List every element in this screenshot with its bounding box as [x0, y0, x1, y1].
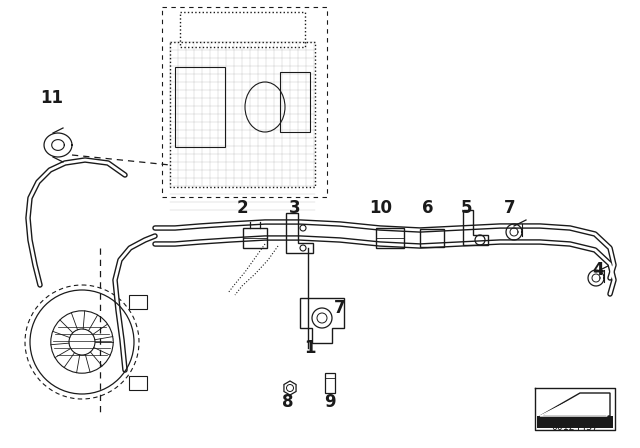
Text: 7: 7 [334, 299, 346, 317]
Bar [376, 228, 404, 248]
Bar [180, 12, 305, 47]
Bar [325, 373, 335, 393]
Bar [129, 295, 147, 309]
Bar [170, 42, 315, 187]
Text: 5: 5 [461, 199, 473, 217]
Bar [129, 376, 147, 390]
Text: 6: 6 [422, 199, 434, 217]
Text: 8: 8 [282, 393, 294, 411]
Text: 7: 7 [504, 199, 516, 217]
Bar [420, 229, 444, 247]
Text: 9: 9 [324, 393, 336, 411]
Text: 00124437: 00124437 [552, 422, 598, 432]
Bar [243, 228, 267, 248]
Text: 11: 11 [40, 89, 63, 107]
Text: 4: 4 [592, 261, 604, 279]
Text: 1: 1 [304, 339, 316, 357]
Bar [537, 416, 613, 428]
Text: 3: 3 [289, 199, 301, 217]
Bar [162, 7, 327, 197]
Bar [175, 67, 225, 147]
Text: 2: 2 [236, 199, 248, 217]
Bar [280, 72, 310, 132]
Text: 10: 10 [369, 199, 392, 217]
